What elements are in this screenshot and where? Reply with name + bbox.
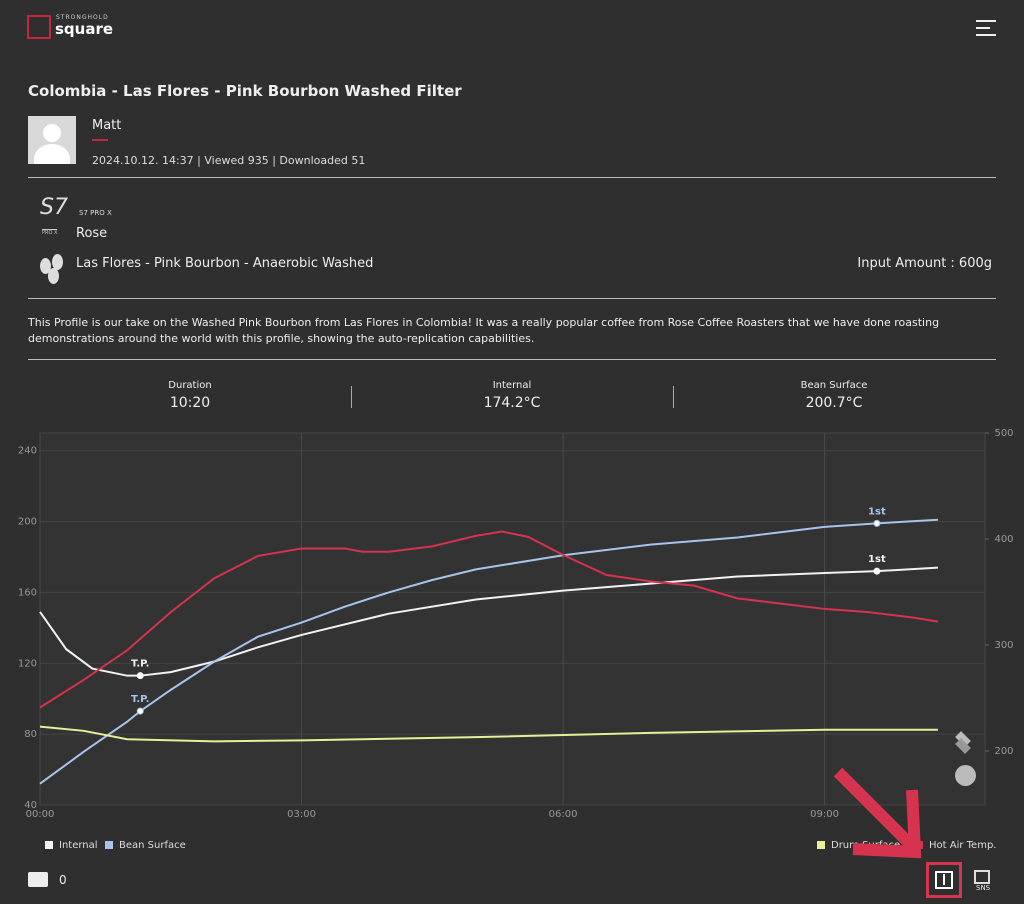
legend-label: Hot Air Temp. (929, 840, 996, 851)
y-tick-label: 80 (24, 729, 37, 740)
marker-dot (873, 519, 881, 527)
comment-count: 0 (59, 873, 67, 887)
stat-label: Duration (168, 380, 212, 391)
brand-top: STRONGHOLD (56, 14, 109, 21)
marker-label: 1st (868, 506, 886, 517)
chart: 40 80 120 160 200 240 200 300 400 500 00:00 03:00 06… (18, 428, 1014, 851)
y2-tick-label: 200 (994, 746, 1013, 757)
stat-label: Bean Surface (800, 380, 868, 391)
roaster: Rose (76, 226, 108, 241)
marker-dot (873, 567, 881, 575)
machine-logo: S7 (40, 195, 68, 220)
divider (28, 298, 996, 299)
machine: S7 PRO X (79, 209, 112, 217)
bean: Las Flores - Pink Bourbon - Anaerobic Wa… (76, 256, 374, 271)
marker-dot (136, 672, 144, 680)
x-tick-label: 06:00 (549, 809, 578, 820)
menu-button[interactable] (976, 20, 996, 36)
x-tick-label: 00:00 (26, 809, 55, 820)
author[interactable]: Matt (92, 118, 122, 133)
x-tick-label: 03:00 (287, 809, 316, 820)
x-tick-label: 09:00 (810, 809, 839, 820)
y-tick-label: 240 (18, 446, 37, 457)
y-tick-label: 120 (18, 658, 37, 669)
expand-button[interactable] (955, 765, 976, 786)
stat-value: 200.7°C (805, 395, 863, 411)
sns-label: SNS (976, 884, 991, 892)
profile-title: Colombia - Las Flores - Pink Bourbon Was… (28, 82, 462, 100)
y-tick-label: 200 (18, 517, 37, 528)
y2-tick-label: 300 (994, 640, 1013, 651)
download-button[interactable] (926, 862, 962, 898)
y2-tick-label: 400 (994, 534, 1013, 545)
stat-label: Internal (492, 380, 532, 391)
legend-swatch (817, 841, 825, 849)
divider (28, 177, 996, 178)
legend-label: Bean Surface (119, 840, 186, 851)
marker-label: 1st (868, 554, 886, 565)
legend-label: Internal (59, 840, 98, 851)
marker-dot (136, 707, 144, 715)
profile-meta: 2024.10.12. 14:37 | Viewed 935 | Downloa… (92, 154, 366, 167)
stat-value: 10:20 (169, 395, 211, 411)
arrow-annotation (833, 767, 922, 859)
legend-swatch (105, 841, 113, 849)
series-line (39, 725, 938, 743)
y-tick-label: 40 (24, 800, 37, 811)
author-underline (92, 139, 108, 141)
series-line (39, 566, 938, 677)
plot-area (39, 432, 986, 806)
stat-separator (351, 386, 352, 408)
marker-label: T.P. (131, 659, 149, 670)
layers-button[interactable] (954, 730, 976, 754)
machine-logo-sub: PRO X (42, 229, 58, 236)
comment-icon[interactable] (28, 872, 48, 887)
marker-label: T.P. (131, 694, 149, 705)
y-tick-label: 160 (18, 587, 37, 598)
legend-swatch (45, 841, 53, 849)
logo-box[interactable] (27, 15, 51, 39)
brand: square (55, 20, 114, 38)
description: This Profile is our take on the Washed P… (28, 316, 940, 345)
avatar (28, 116, 76, 164)
series-line (39, 530, 939, 709)
stat-separator (673, 386, 674, 408)
stat-value: 174.2°C (483, 395, 541, 411)
input-amount: Input Amount : 600g (857, 256, 992, 271)
share-icon[interactable] (974, 870, 990, 884)
divider (28, 359, 996, 360)
y2-tick-label: 500 (994, 428, 1013, 439)
